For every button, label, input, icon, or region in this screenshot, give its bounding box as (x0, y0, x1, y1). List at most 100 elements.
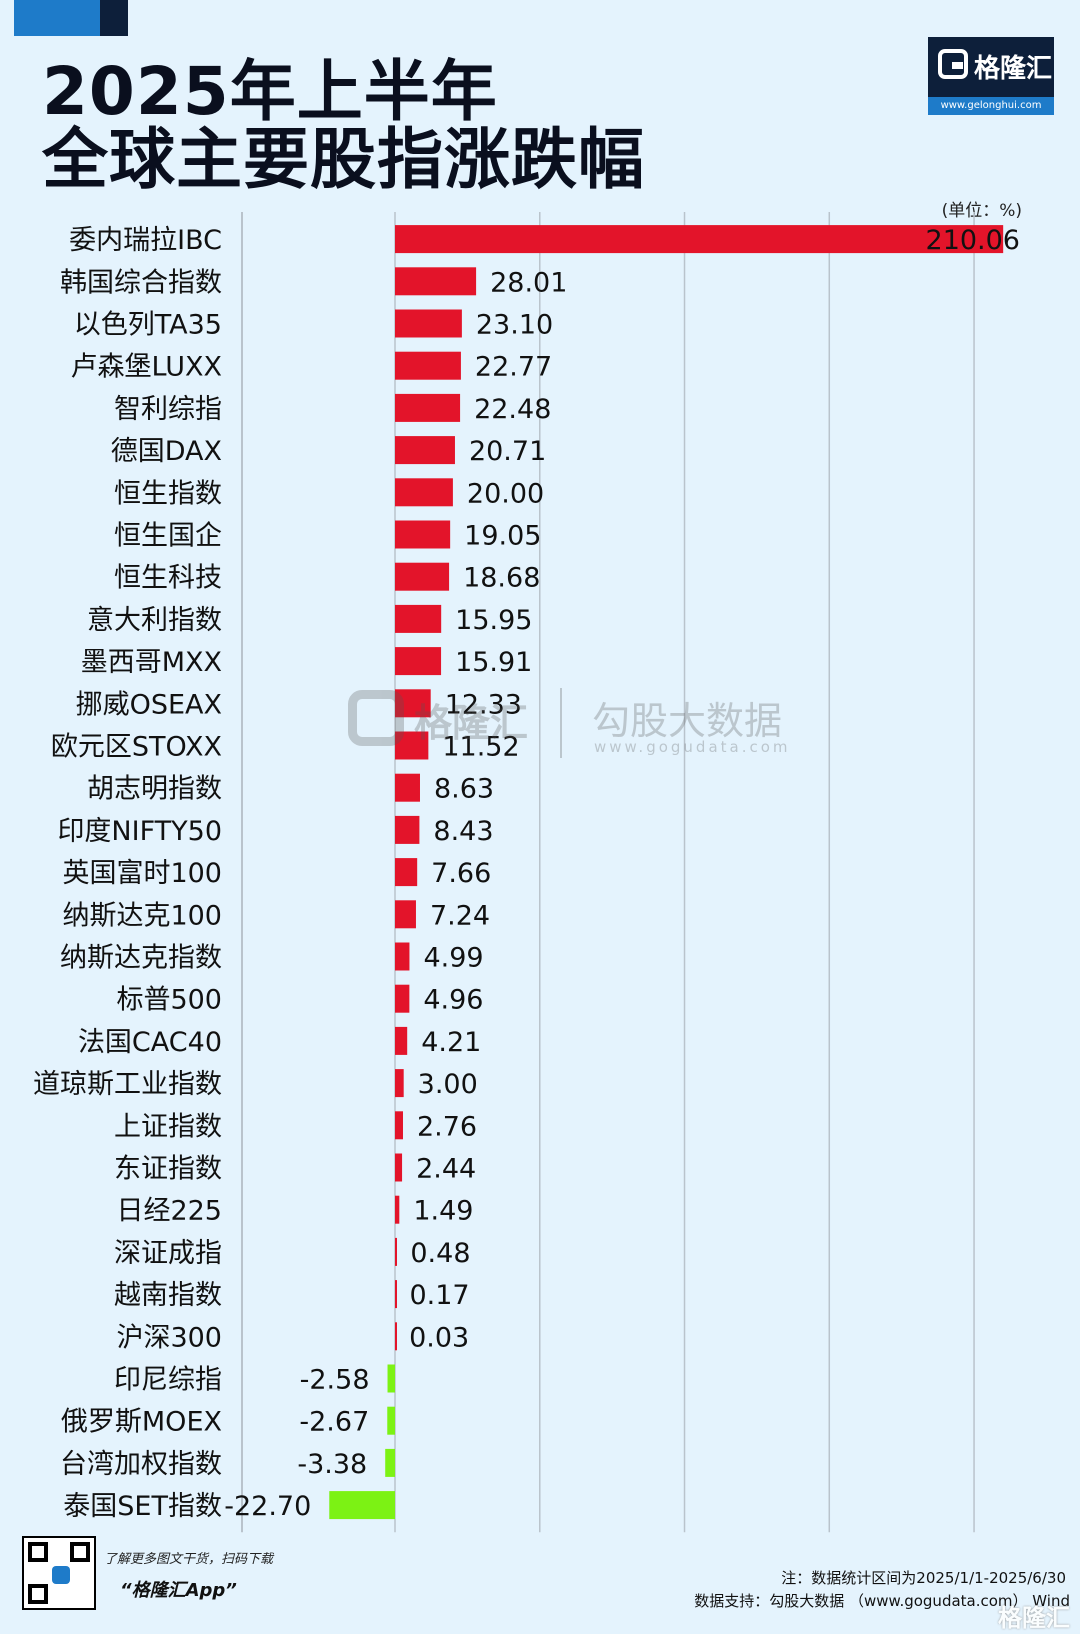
value-label: -3.38 (297, 1449, 367, 1480)
category-label: 恒生指数 (114, 478, 222, 509)
value-label: 2.76 (417, 1111, 477, 1142)
value-label: 20.00 (467, 478, 544, 509)
value-label: 2.44 (416, 1154, 476, 1185)
value-label: 15.95 (455, 605, 532, 636)
promo-text: 了解更多图文干货，扫码下载 (104, 1552, 274, 1567)
bar (387, 1364, 395, 1393)
page-title: 2025年上半年 全球主要股指涨跌幅 (42, 58, 645, 194)
category-label: 道琼斯工业指数 (33, 1069, 222, 1100)
category-label: 俄罗斯MOEX (61, 1407, 222, 1438)
bar (395, 1069, 404, 1098)
category-label: 欧元区STOXX (51, 732, 222, 763)
bar (395, 1237, 397, 1266)
category-label: 法国CAC40 (78, 1027, 222, 1058)
bar (395, 520, 451, 549)
unit-label: (单位：%) (941, 201, 1022, 221)
value-label: -22.70 (224, 1491, 311, 1522)
value-label: 7.66 (431, 858, 491, 889)
value-label: 7.24 (430, 900, 490, 931)
category-label: 沪深300 (116, 1322, 222, 1353)
data-source: 数据支持：勾股大数据 （www.gogudata.com） Wind (694, 1592, 1070, 1610)
value-label: 12.33 (445, 689, 522, 720)
category-label: 墨西哥MXX (81, 647, 222, 678)
bar-chart: 委内瑞拉IBC 210.06 韩国综合指数 28.01 以色列TA35 23.10 卢森堡L… (33, 212, 1020, 1533)
watermark: 格隆汇 勾股大数据 www.gogudata.com (348, 688, 798, 758)
bar (395, 1280, 397, 1309)
value-label: 28.01 (490, 267, 567, 298)
value-label: 210.06 (926, 225, 1020, 256)
logo-name: 格隆汇 (974, 54, 1053, 84)
value-label: 22.77 (475, 352, 552, 383)
promo-app-name: “格隆汇App” (120, 1580, 237, 1601)
category-label: 越南指数 (114, 1280, 222, 1311)
bar (395, 351, 461, 380)
bar (395, 858, 418, 887)
category-label: 印度NIFTY50 (57, 816, 222, 847)
bar (395, 1026, 408, 1055)
value-label: 0.17 (409, 1280, 469, 1311)
value-label: 20.71 (469, 436, 546, 467)
title-line-2: 全球主要股指涨跌幅 (42, 121, 645, 198)
data-note: 注：数据统计区间为2025/1/1-2025/6/30 (781, 1569, 1066, 1587)
category-label: 恒生科技 (114, 563, 222, 594)
value-label: 18.68 (463, 563, 540, 594)
category-label: 韩国综合指数 (60, 267, 222, 298)
watermark-url: www.gogudata.com (594, 738, 791, 756)
value-label: 8.43 (433, 816, 493, 847)
header-accent-dark (100, 0, 128, 36)
value-label: 19.05 (464, 521, 541, 552)
value-label: -2.58 (300, 1365, 370, 1396)
category-label: 纳斯达克100 (62, 900, 222, 931)
value-label: 0.03 (409, 1322, 469, 1353)
bar (395, 942, 410, 971)
category-label: 东证指数 (114, 1154, 222, 1185)
category-label: 纳斯达克指数 (60, 943, 222, 974)
footer-logo: 格隆汇 (998, 1604, 1070, 1632)
category-label: 意大利指数 (87, 605, 222, 636)
category-label: 泰国SET指数 (63, 1491, 222, 1522)
bar (395, 984, 410, 1013)
value-label: -2.67 (299, 1407, 369, 1438)
bar (395, 562, 450, 591)
value-label: 15.91 (455, 647, 532, 678)
brand-logo: 格隆汇 www.gelonghui.com (928, 37, 1054, 115)
value-label: 8.63 (434, 774, 494, 805)
category-label: 卢森堡LUXX (71, 352, 222, 383)
bar (395, 478, 453, 507)
category-label: 德国DAX (111, 436, 222, 467)
bar (395, 1153, 403, 1182)
watermark-brand-1: 格隆汇 (414, 701, 529, 745)
bar (395, 436, 455, 465)
watermark-brand-2: 勾股大数据 (592, 699, 783, 743)
watermark-logo-icon (348, 690, 404, 746)
bar (395, 604, 442, 633)
value-label: 4.21 (421, 1027, 481, 1058)
qr-code-icon[interactable] (22, 1536, 96, 1610)
category-label: 恒生国企 (114, 521, 222, 552)
bar (385, 1448, 395, 1477)
value-label: 4.96 (423, 985, 483, 1016)
value-label: 4.99 (423, 943, 483, 974)
category-label: 委内瑞拉IBC (69, 225, 222, 256)
bar (395, 309, 462, 338)
bar (395, 900, 416, 929)
value-label: 0.48 (410, 1238, 470, 1269)
value-label: 11.52 (442, 732, 519, 763)
category-label: 台湾加权指数 (60, 1449, 222, 1480)
logo-url: www.gelonghui.com (928, 97, 1054, 115)
value-label: 23.10 (476, 310, 553, 341)
value-label: 1.49 (413, 1196, 473, 1227)
category-label: 胡志明指数 (87, 774, 222, 805)
watermark-divider (560, 688, 562, 758)
bar (395, 1195, 400, 1224)
bar (395, 815, 420, 844)
category-label: 标普500 (116, 985, 222, 1016)
title-line-1: 2025年上半年 (42, 53, 498, 130)
bar (395, 647, 442, 676)
bar (395, 1322, 397, 1351)
bar (395, 267, 477, 296)
category-label: 上证指数 (114, 1111, 222, 1142)
bar (395, 773, 420, 802)
bar (329, 1491, 395, 1520)
bar (395, 1111, 403, 1140)
